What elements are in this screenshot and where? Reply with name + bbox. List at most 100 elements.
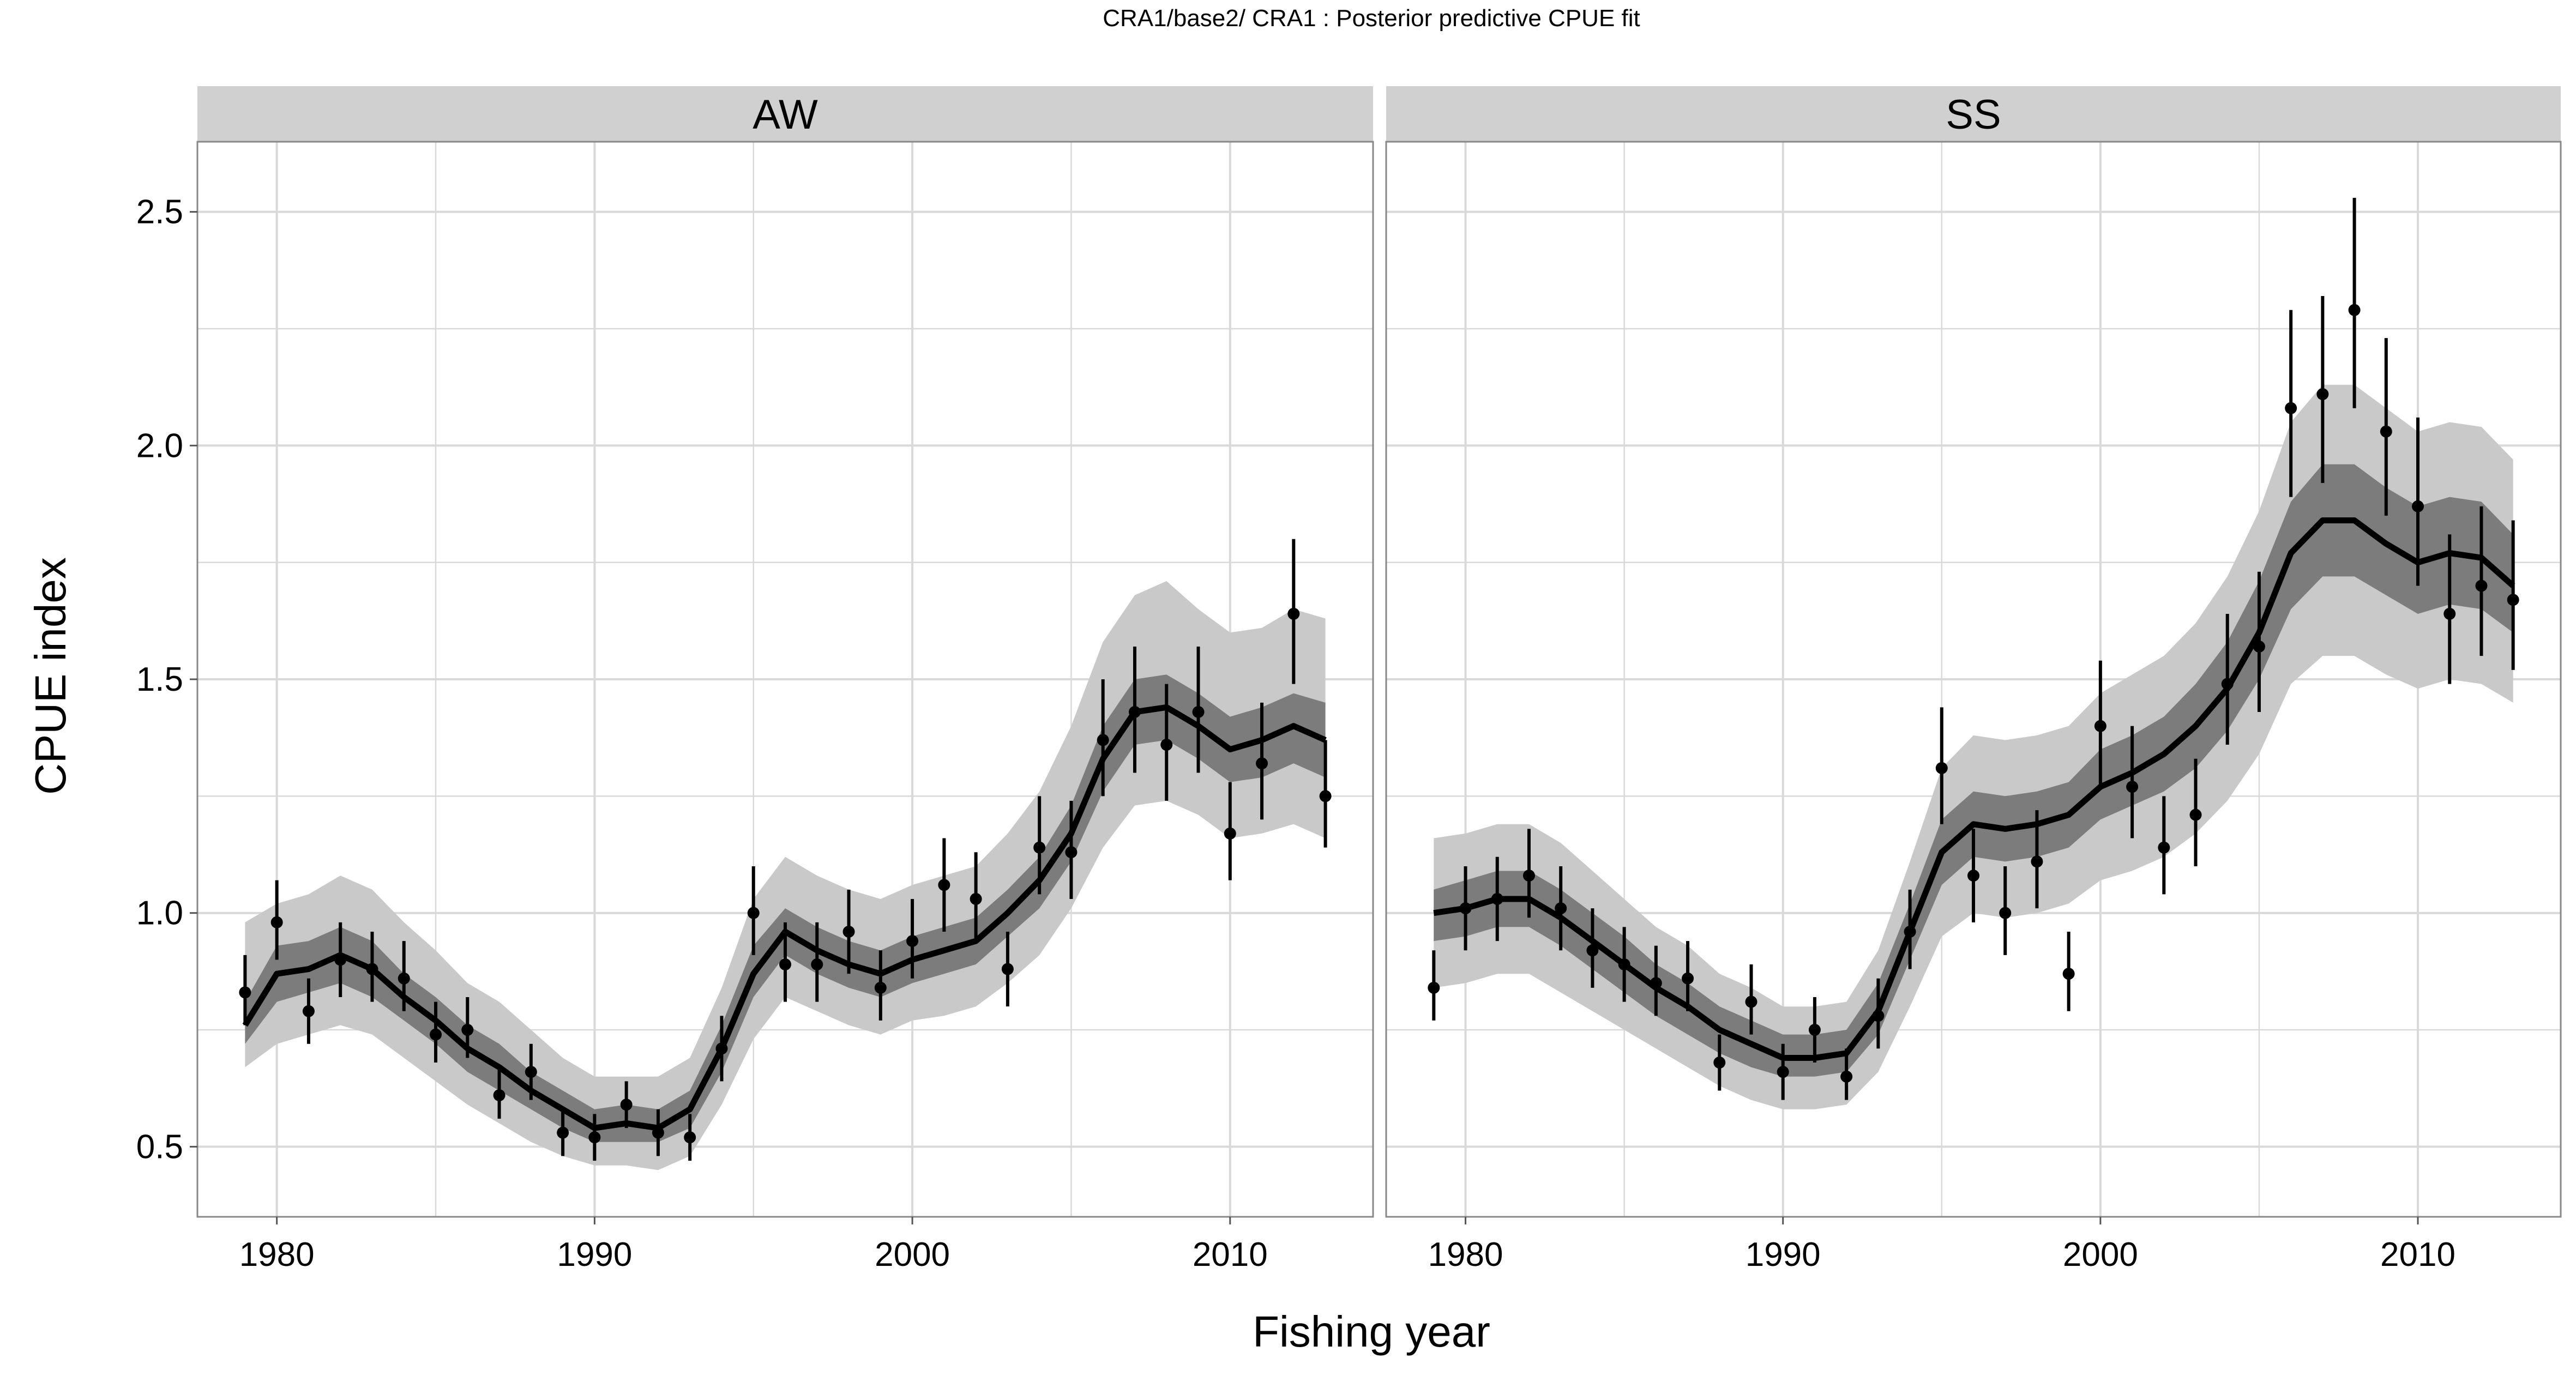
- outer-credible-band: [1434, 384, 2513, 1109]
- observed-point: [1097, 734, 1109, 746]
- observed-point: [1618, 958, 1630, 971]
- observed-point: [1777, 1066, 1789, 1078]
- x-tick-label: 1980: [239, 1236, 315, 1274]
- observed-point: [1904, 925, 1916, 938]
- observed-point: [2348, 304, 2361, 316]
- observed-point: [1256, 757, 1268, 770]
- strip-label: SS: [1946, 92, 2001, 138]
- observed-point: [1522, 870, 1535, 882]
- observed-point: [1459, 902, 1472, 915]
- observed-point: [557, 1126, 569, 1139]
- y-axis-title: CPUE index: [26, 557, 75, 795]
- chart-title: CRA1/base2/ CRA1 : Posterior predictive …: [1103, 5, 1640, 32]
- observed-point: [1650, 977, 1662, 989]
- observed-point: [779, 958, 791, 971]
- observed-point: [1033, 841, 1046, 854]
- observed-point: [493, 1089, 505, 1102]
- observed-point: [1808, 1024, 1821, 1036]
- observed-point: [1192, 706, 1205, 719]
- observed-point: [302, 1005, 315, 1017]
- observed-point: [652, 1126, 664, 1139]
- observed-point: [1287, 607, 1300, 620]
- x-tick-label: 1980: [1428, 1236, 1503, 1274]
- observed-point: [2475, 580, 2488, 592]
- observed-point: [747, 907, 760, 919]
- y-tick-label: 2.0: [136, 427, 183, 464]
- outer-credible-band: [245, 581, 1326, 1170]
- x-tick-label: 2000: [2063, 1236, 2138, 1274]
- observed-point: [1840, 1070, 1853, 1083]
- observed-point: [430, 1028, 442, 1041]
- strip-background: [1386, 86, 2561, 142]
- observed-point: [2316, 388, 2329, 400]
- observed-point: [1224, 827, 1236, 840]
- observed-point: [366, 963, 378, 975]
- observed-point: [620, 1099, 633, 1111]
- observed-point: [2507, 594, 2519, 606]
- panel-ss: SS 1980 1990 2000 2010: [1385, 86, 2562, 1274]
- observed-point: [588, 1131, 601, 1144]
- observed-point: [2380, 425, 2392, 438]
- observed-point: [2285, 402, 2297, 414]
- y-tick-label: 0.5: [136, 1128, 183, 1166]
- observed-point: [2062, 968, 2075, 980]
- observed-point: [2253, 640, 2265, 653]
- observed-point: [874, 981, 887, 994]
- observed-point: [2031, 855, 2043, 868]
- x-tick-label: 1990: [557, 1236, 632, 1274]
- observed-point: [1428, 981, 1440, 994]
- observed-point: [1682, 972, 1694, 985]
- panel-aw: AW 1980 1990 2000 2010 0.5 1.0 1.5 2.0 2.5: [136, 86, 1374, 1274]
- observed-point: [1160, 739, 1173, 751]
- x-tick-label: 2010: [2380, 1236, 2455, 1274]
- observed-point: [334, 953, 347, 966]
- observed-point: [1001, 963, 1014, 975]
- observed-point: [1491, 892, 1503, 905]
- y-tick-label: 1.5: [136, 661, 183, 698]
- x-axis-title: Fishing year: [1253, 1307, 1490, 1356]
- panel-border: [1385, 141, 2562, 1218]
- strip-label: AW: [753, 92, 818, 138]
- observed-point: [1586, 944, 1599, 957]
- observed-point: [1872, 1010, 1885, 1022]
- observed-point: [842, 925, 855, 938]
- observed-point: [525, 1066, 537, 1078]
- observed-point: [1967, 870, 1979, 882]
- observed-point: [2094, 720, 2106, 732]
- observed-point: [684, 1131, 696, 1144]
- observed-point: [1128, 706, 1141, 719]
- observed-point: [1935, 762, 1948, 774]
- observed-point: [1555, 902, 1567, 915]
- observed-point: [1745, 995, 1758, 1008]
- y-tick-label: 1.0: [136, 895, 183, 932]
- observed-point: [938, 879, 950, 891]
- observed-point: [1999, 907, 2012, 919]
- observed-point: [2221, 678, 2234, 690]
- observed-point: [1319, 790, 1332, 802]
- y-tick-label: 2.5: [136, 194, 183, 231]
- x-tick-label: 1990: [1746, 1236, 1821, 1274]
- observed-point: [2443, 607, 2456, 620]
- observed-point: [1065, 846, 1078, 859]
- observed-point: [2126, 781, 2139, 793]
- x-tick-label: 2000: [875, 1236, 950, 1274]
- observed-point: [2412, 500, 2424, 512]
- observed-point: [398, 972, 410, 985]
- inner-credible-band: [245, 674, 1326, 1142]
- observed-point: [970, 892, 982, 905]
- strip-background: [197, 86, 1373, 142]
- x-tick-label: 2010: [1193, 1236, 1268, 1274]
- observed-point: [1713, 1057, 1726, 1069]
- observed-point: [715, 1042, 728, 1055]
- observed-point: [906, 935, 919, 947]
- observed-point: [270, 916, 283, 928]
- median-fit-line: [1433, 517, 2515, 1061]
- observed-point: [2158, 841, 2170, 854]
- observed-point: [461, 1024, 474, 1036]
- inner-credible-band: [1434, 464, 2513, 1077]
- observed-point: [811, 958, 823, 971]
- observed-point: [239, 986, 251, 999]
- observed-point: [2189, 808, 2202, 821]
